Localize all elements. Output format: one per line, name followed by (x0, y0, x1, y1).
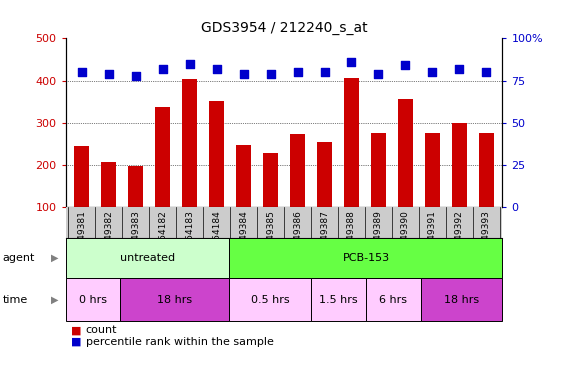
Bar (366, 278, 421, 321)
Bar (128, 166, 143, 207)
Text: GSM149387: GSM149387 (320, 210, 329, 265)
Text: 6 hrs: 6 hrs (379, 295, 407, 305)
Text: GSM149389: GSM149389 (374, 210, 383, 265)
Text: GSM149391: GSM149391 (428, 210, 437, 265)
Bar (344, 78, 359, 207)
Bar (311, 278, 366, 321)
Bar (425, 133, 440, 207)
Text: GSM149381: GSM149381 (77, 210, 86, 265)
Bar (182, 79, 197, 207)
Bar (74, 146, 89, 207)
Text: GSM149386: GSM149386 (293, 210, 302, 265)
Text: GSM154182: GSM154182 (158, 210, 167, 265)
Bar (209, 101, 224, 207)
Text: GSM149384: GSM149384 (239, 210, 248, 265)
Bar (263, 153, 278, 207)
Text: 0.5 hrs: 0.5 hrs (251, 295, 289, 305)
Text: GSM154184: GSM154184 (212, 210, 221, 265)
Bar (317, 142, 332, 207)
Point (131, 73, 140, 79)
Bar (398, 99, 413, 207)
Bar (479, 132, 494, 207)
Text: GDS3954 / 212240_s_at: GDS3954 / 212240_s_at (201, 21, 367, 35)
Text: GSM149392: GSM149392 (455, 210, 464, 265)
Point (455, 66, 464, 72)
Point (320, 69, 329, 75)
Point (212, 66, 221, 72)
Point (104, 71, 114, 77)
Text: ■: ■ (71, 325, 82, 335)
Bar (102, 162, 116, 207)
Text: agent: agent (3, 253, 35, 263)
Bar (452, 123, 467, 207)
Text: 18 hrs: 18 hrs (157, 295, 192, 305)
Text: 18 hrs: 18 hrs (444, 295, 479, 305)
Text: count: count (86, 325, 117, 335)
Point (428, 69, 437, 75)
Point (401, 62, 410, 68)
Bar (236, 145, 251, 207)
Bar (66, 278, 120, 321)
Text: time: time (3, 295, 28, 305)
Text: ■: ■ (71, 337, 82, 347)
Point (266, 71, 275, 77)
Text: GSM154183: GSM154183 (185, 210, 194, 265)
Bar (230, 278, 311, 321)
Text: untreated: untreated (120, 253, 175, 263)
Text: ▶: ▶ (50, 295, 58, 305)
Point (293, 69, 302, 75)
Text: GSM149382: GSM149382 (104, 210, 113, 265)
Bar (230, 238, 502, 278)
Bar (155, 107, 170, 207)
Bar (421, 278, 502, 321)
Text: GSM149388: GSM149388 (347, 210, 356, 265)
Bar (290, 134, 305, 207)
Bar (120, 278, 230, 321)
Text: GSM149390: GSM149390 (401, 210, 410, 265)
Text: percentile rank within the sample: percentile rank within the sample (86, 337, 274, 347)
Point (185, 61, 194, 67)
Text: 0 hrs: 0 hrs (79, 295, 107, 305)
Bar (371, 133, 386, 207)
Point (374, 71, 383, 77)
Point (158, 66, 167, 72)
Text: ▶: ▶ (50, 253, 58, 263)
Bar (66, 238, 230, 278)
Text: GSM149385: GSM149385 (266, 210, 275, 265)
Text: GSM149393: GSM149393 (482, 210, 491, 265)
Point (482, 69, 491, 75)
Point (347, 59, 356, 65)
Point (77, 69, 86, 75)
Text: PCB-153: PCB-153 (343, 253, 389, 263)
Text: GSM149383: GSM149383 (131, 210, 140, 265)
Text: 1.5 hrs: 1.5 hrs (319, 295, 358, 305)
Point (239, 71, 248, 77)
